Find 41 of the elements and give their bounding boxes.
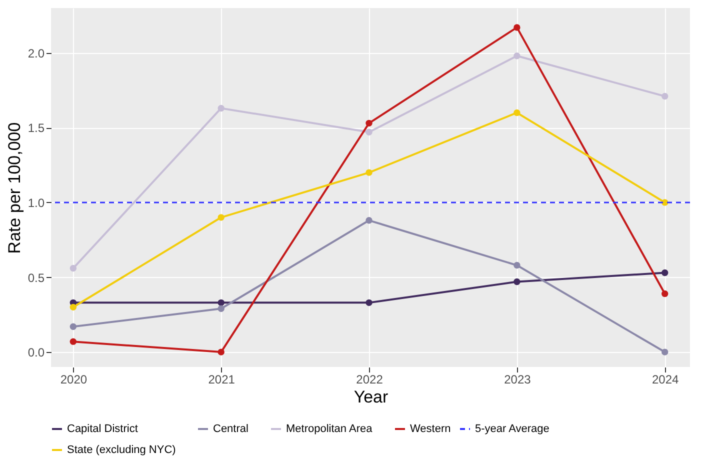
legend-label: Capital District [67,423,138,435]
x-tick-label: 2024 [652,372,680,386]
point [366,299,372,306]
point [218,214,224,221]
point [218,299,224,306]
point [366,169,372,176]
x-tick-label: 2020 [60,372,88,386]
y-tick-label: 1.5 [28,121,45,136]
point [662,269,668,276]
point [514,52,520,60]
y-tick-label: 0.0 [28,346,45,360]
point [366,217,372,224]
point [366,128,372,136]
point [514,278,520,286]
y-tick-label: 1.0 [28,196,45,210]
point [366,120,372,127]
legend-label: 5-year Average [475,423,550,435]
point [70,304,77,311]
y-tick-label: 2.0 [28,46,45,60]
legend-label: State (excluding NYC) [67,444,176,456]
point [662,348,668,356]
point [218,305,224,312]
point [514,262,520,269]
point [218,348,224,356]
y-tick-label: 0.5 [28,270,45,285]
point [514,109,520,116]
x-tick-label: 2023 [504,372,532,386]
legend-label: Western [410,423,451,435]
point [218,104,224,112]
point [70,264,77,272]
point [662,92,668,100]
point [514,24,520,31]
point [70,323,77,330]
legend-label: Metropolitan Area [286,423,374,435]
x-axis-title: Year [354,388,389,406]
point [662,290,668,298]
x-tick-label: 2022 [356,372,384,386]
point [70,338,77,345]
legend-label: Central [213,423,248,435]
x-tick-label: 2021 [208,372,236,386]
y-axis-title: Rate per 100,000 [4,122,24,254]
